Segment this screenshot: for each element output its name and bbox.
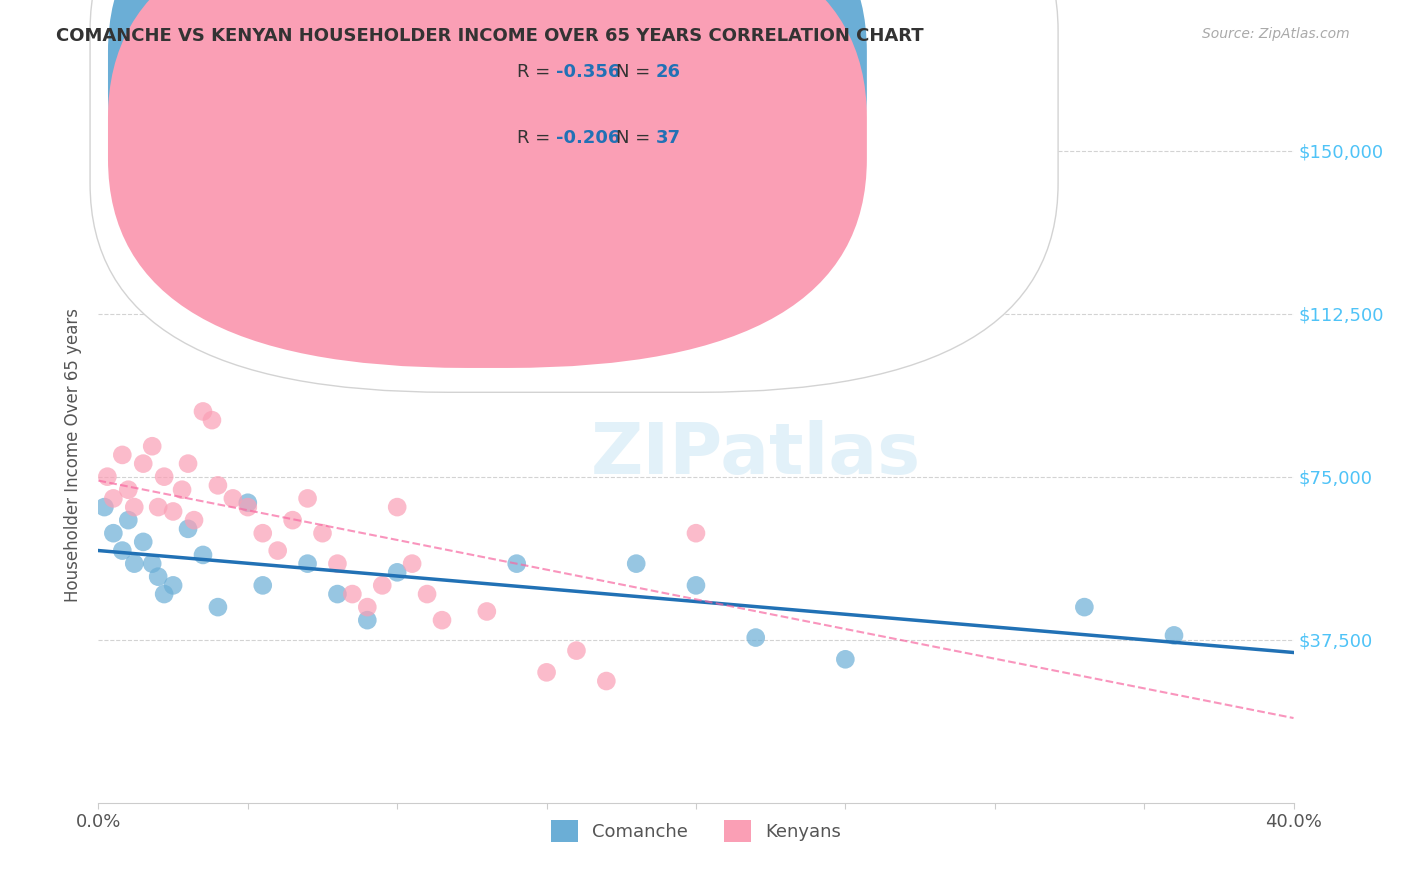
Point — [183, 513, 205, 527]
Point — [201, 413, 224, 427]
Point — [565, 643, 588, 657]
Point — [148, 570, 170, 584]
Point — [1073, 600, 1095, 615]
Point — [207, 478, 229, 492]
Point — [141, 439, 163, 453]
Text: -0.356: -0.356 — [557, 63, 620, 81]
Point — [96, 469, 118, 483]
Point — [111, 543, 134, 558]
Text: N =: N = — [616, 63, 655, 81]
Point — [177, 457, 200, 471]
Point — [356, 613, 378, 627]
Point — [281, 513, 304, 527]
Text: -0.356: -0.356 — [557, 63, 620, 81]
Point — [297, 557, 319, 571]
Point — [132, 457, 155, 471]
Text: R =: R = — [515, 63, 554, 81]
Text: R =: R = — [515, 129, 554, 147]
Point — [834, 652, 856, 666]
Point — [536, 665, 558, 680]
Point — [207, 600, 229, 615]
Text: 26: 26 — [658, 63, 683, 81]
FancyBboxPatch shape — [108, 0, 868, 301]
Point — [416, 587, 439, 601]
Text: COMANCHE VS KENYAN HOUSEHOLDER INCOME OVER 65 YEARS CORRELATION CHART: COMANCHE VS KENYAN HOUSEHOLDER INCOME OV… — [56, 27, 924, 45]
Point — [371, 578, 394, 592]
Text: -0.206: -0.206 — [557, 129, 620, 147]
Point — [153, 587, 176, 601]
Point — [401, 557, 423, 571]
Point — [236, 500, 259, 514]
Point — [103, 491, 125, 506]
Point — [326, 557, 349, 571]
Point — [191, 548, 214, 562]
Point — [124, 500, 146, 514]
Point — [162, 578, 184, 592]
Point — [267, 543, 290, 558]
Point — [385, 566, 409, 580]
Point — [626, 557, 648, 571]
FancyBboxPatch shape — [108, 0, 868, 368]
Point — [626, 230, 648, 244]
FancyBboxPatch shape — [108, 0, 868, 368]
Point — [103, 526, 125, 541]
Point — [162, 504, 184, 518]
Point — [297, 491, 319, 506]
Point — [430, 613, 453, 627]
Text: N =: N = — [616, 129, 655, 147]
Point — [93, 500, 115, 514]
Text: 26: 26 — [655, 63, 681, 81]
Text: R =: R = — [517, 63, 555, 81]
Point — [252, 526, 274, 541]
Point — [236, 496, 259, 510]
Point — [148, 500, 170, 514]
Text: N =: N = — [616, 63, 655, 81]
Y-axis label: Householder Income Over 65 years: Householder Income Over 65 years — [65, 308, 83, 602]
Point — [506, 557, 529, 571]
Point — [153, 469, 176, 483]
Point — [117, 483, 139, 497]
FancyBboxPatch shape — [90, 0, 1059, 392]
Point — [191, 404, 214, 418]
Point — [177, 522, 200, 536]
Point — [141, 557, 163, 571]
Point — [252, 578, 274, 592]
Text: 37: 37 — [655, 129, 681, 147]
Point — [595, 674, 617, 689]
Point — [385, 500, 409, 514]
Text: N =: N = — [616, 129, 655, 147]
Text: -0.206: -0.206 — [557, 129, 620, 147]
Point — [222, 491, 245, 506]
Point — [356, 600, 378, 615]
Text: Source: ZipAtlas.com: Source: ZipAtlas.com — [1202, 27, 1350, 41]
Point — [132, 534, 155, 549]
Point — [685, 526, 707, 541]
Point — [117, 513, 139, 527]
Point — [342, 587, 364, 601]
Point — [475, 605, 498, 619]
Point — [745, 631, 768, 645]
Text: ZIPatlas: ZIPatlas — [591, 420, 921, 490]
Legend: Comanche, Kenyans: Comanche, Kenyans — [543, 813, 849, 849]
FancyBboxPatch shape — [108, 0, 868, 301]
Point — [111, 448, 134, 462]
Point — [326, 587, 349, 601]
Point — [311, 526, 333, 541]
Point — [1163, 628, 1185, 642]
Point — [685, 578, 707, 592]
Text: 37: 37 — [658, 129, 683, 147]
Text: R =: R = — [517, 129, 555, 147]
Point — [124, 557, 146, 571]
Point — [172, 483, 194, 497]
